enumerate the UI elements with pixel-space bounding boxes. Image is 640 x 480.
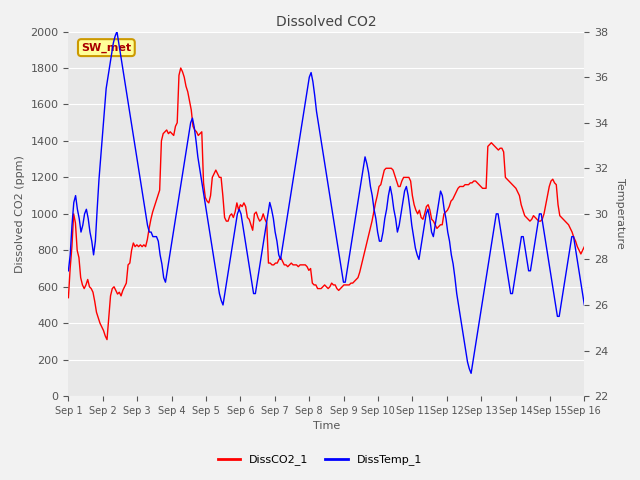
Title: Dissolved CO2: Dissolved CO2 (276, 15, 377, 29)
Y-axis label: Dissolved CO2 (ppm): Dissolved CO2 (ppm) (15, 155, 25, 273)
Y-axis label: Temperature: Temperature (615, 179, 625, 249)
Text: SW_met: SW_met (81, 43, 131, 53)
Legend: DissCO2_1, DissTemp_1: DissCO2_1, DissTemp_1 (214, 450, 426, 469)
X-axis label: Time: Time (313, 421, 340, 432)
